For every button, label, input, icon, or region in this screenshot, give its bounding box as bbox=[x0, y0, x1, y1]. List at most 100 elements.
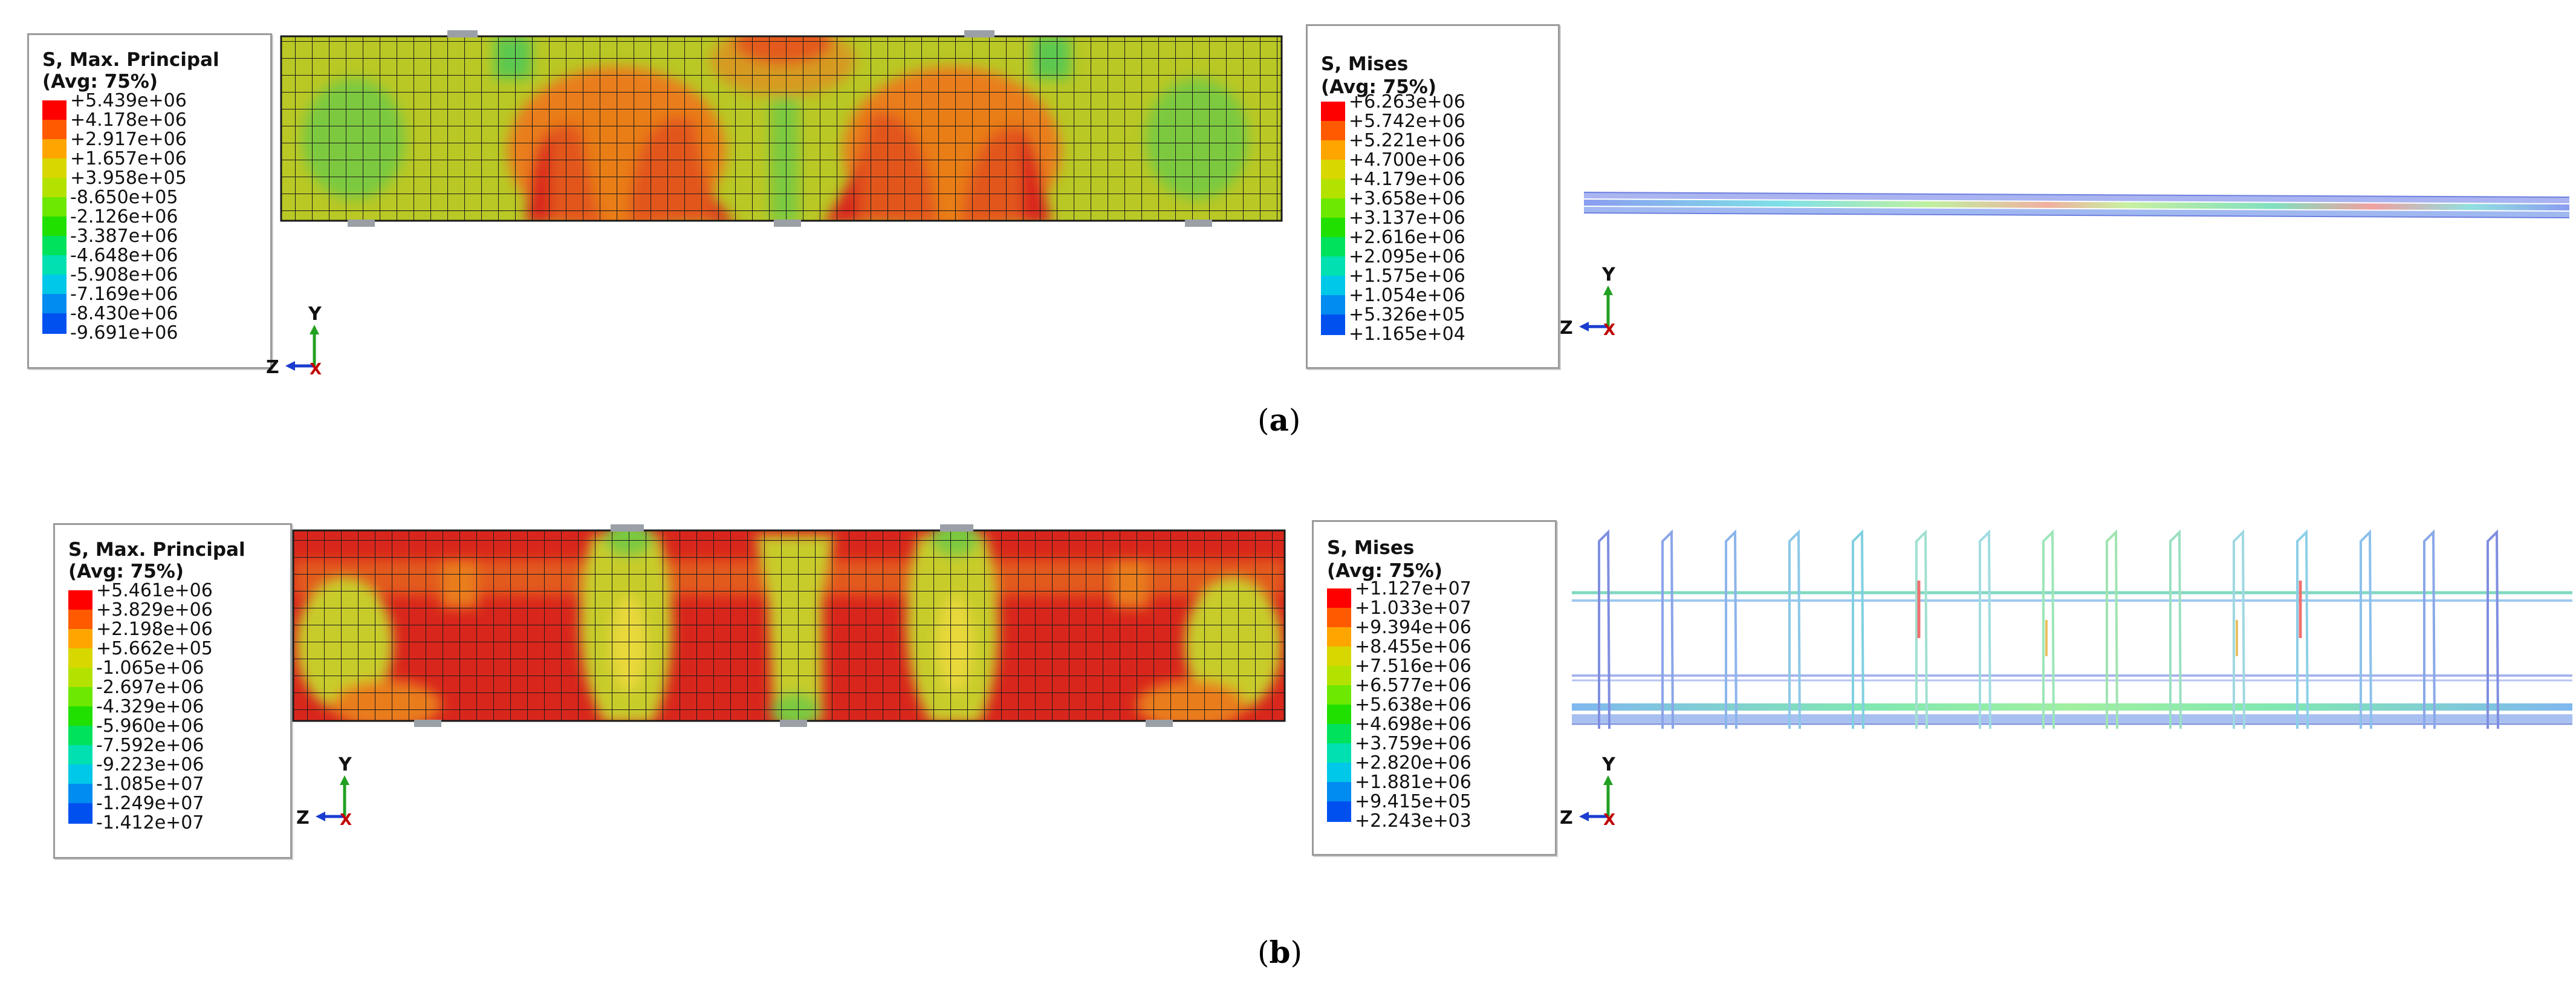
legend-swatch bbox=[68, 629, 92, 650]
legend-row bbox=[1321, 102, 1345, 122]
legend-subtitle: (Avg: 75%) bbox=[42, 71, 158, 93]
legend-row bbox=[68, 726, 92, 746]
legend-value: -5.908e+06 bbox=[70, 264, 178, 285]
legend-value: +4.698e+06 bbox=[1355, 714, 1471, 735]
panel-a: S, Max. Principal (Avg: 75%) +5.439e+06 +… bbox=[0, 0, 2576, 472]
legend-swatch bbox=[42, 236, 67, 256]
legend-value: +2.095e+06 bbox=[1349, 246, 1465, 267]
legend-value: +6.577e+06 bbox=[1355, 675, 1471, 696]
legend-row bbox=[42, 313, 67, 334]
axis-triad: Y Z X bbox=[296, 754, 352, 829]
concrete-beam-a bbox=[280, 30, 1283, 227]
legend-row bbox=[1327, 801, 1351, 822]
legend-swatch bbox=[1321, 314, 1345, 335]
legend-swatch bbox=[68, 610, 92, 630]
legend-value: +1.575e+06 bbox=[1349, 266, 1465, 287]
svg-text:Y: Y bbox=[338, 754, 352, 775]
legend-row bbox=[1327, 588, 1351, 609]
legend-swatch bbox=[42, 294, 67, 314]
legend-value: +6.263e+06 bbox=[1349, 91, 1465, 112]
legend-row bbox=[1327, 627, 1351, 648]
legend-value: +1.657e+06 bbox=[70, 148, 187, 169]
legend-title: S, Max. Principal bbox=[42, 49, 219, 71]
legend-value: +2.616e+06 bbox=[1349, 227, 1465, 248]
legend-row bbox=[1321, 237, 1345, 258]
legend-swatch bbox=[1327, 782, 1351, 803]
legend-value: +1.054e+06 bbox=[1349, 285, 1465, 306]
legend-value: +3.137e+06 bbox=[1349, 207, 1465, 229]
legend-row bbox=[1321, 198, 1345, 219]
legend-value: -1.249e+07 bbox=[96, 793, 204, 814]
legend-value: -1.085e+07 bbox=[96, 774, 204, 795]
axis-triad: Y Z X bbox=[1560, 754, 1616, 829]
legend-swatch bbox=[1327, 801, 1351, 822]
legend-value: +3.829e+06 bbox=[96, 599, 213, 621]
legend-swatch bbox=[1321, 256, 1345, 277]
legend-row bbox=[1321, 160, 1345, 180]
legend-row bbox=[42, 294, 67, 314]
svg-text:Y: Y bbox=[1601, 264, 1616, 285]
legend-row bbox=[68, 706, 92, 727]
panel-b: S, Max. Principal (Avg: 75%) +5.461e+06 +… bbox=[0, 484, 2576, 984]
legend-swatch bbox=[1321, 295, 1345, 316]
svg-text:X: X bbox=[310, 360, 322, 379]
legend-row bbox=[68, 823, 92, 843]
legend-value: -9.223e+06 bbox=[96, 754, 204, 775]
legend-row bbox=[1321, 218, 1345, 238]
legend-row bbox=[42, 197, 67, 218]
legend-value: -8.430e+06 bbox=[70, 303, 178, 324]
legend-row bbox=[42, 178, 67, 198]
legend-swatch bbox=[68, 803, 92, 824]
axis-triad: Y Z X bbox=[1560, 264, 1616, 339]
legend-value: +9.415e+05 bbox=[1355, 791, 1471, 812]
legend-value: +1.127e+07 bbox=[1355, 578, 1471, 599]
legend-swatch bbox=[42, 313, 67, 334]
legend-row bbox=[68, 610, 92, 630]
legend-swatch bbox=[68, 745, 92, 766]
legend-swatch bbox=[1327, 647, 1351, 667]
legend-swatch bbox=[42, 197, 67, 218]
legend-row bbox=[1321, 295, 1345, 316]
legend-row bbox=[68, 590, 92, 611]
legend-row bbox=[1321, 314, 1345, 335]
legend-row bbox=[1321, 140, 1345, 161]
legend-value: +7.516e+06 bbox=[1355, 656, 1471, 677]
legend-value: +5.221e+06 bbox=[1349, 130, 1465, 151]
legend-row bbox=[1321, 276, 1345, 296]
legend-swatch bbox=[68, 764, 92, 785]
legend-value: +5.638e+06 bbox=[1355, 694, 1471, 715]
legend-value: -7.592e+06 bbox=[96, 735, 204, 756]
legend-row bbox=[1327, 821, 1351, 841]
legend-swatch bbox=[1327, 666, 1351, 686]
svg-text:Z: Z bbox=[266, 357, 279, 378]
svg-text:Z: Z bbox=[296, 807, 310, 829]
legend-value: +8.455e+06 bbox=[1355, 636, 1471, 657]
legend-value: +5.461e+06 bbox=[96, 580, 213, 601]
legend-row bbox=[1321, 334, 1345, 354]
svg-text:Y: Y bbox=[1601, 754, 1616, 775]
legend-swatch bbox=[68, 668, 92, 688]
legend-value: +9.394e+06 bbox=[1355, 617, 1471, 638]
svg-text:X: X bbox=[1603, 811, 1615, 829]
panel-caption: (b) bbox=[1257, 934, 1302, 970]
legend-row bbox=[1327, 608, 1351, 628]
legend-value: -7.169e+06 bbox=[70, 284, 178, 305]
legend-value: +2.243e+03 bbox=[1355, 810, 1471, 832]
legend-row bbox=[42, 333, 67, 353]
legend-row bbox=[68, 764, 92, 785]
legend-row bbox=[1327, 685, 1351, 706]
legend-value: +4.178e+06 bbox=[70, 109, 187, 131]
legend-row bbox=[1327, 724, 1351, 745]
max-principal-legend: S, Max. Principal (Avg: 75%) +5.461e+06 +… bbox=[53, 523, 292, 859]
legend-swatch bbox=[1327, 705, 1351, 725]
legend-row bbox=[68, 803, 92, 824]
legend-row bbox=[42, 275, 67, 295]
legend-row bbox=[68, 745, 92, 766]
legend-subtitle: (Avg: 75%) bbox=[68, 561, 184, 582]
legend-title: S, Max. Principal bbox=[68, 539, 245, 561]
legend-value: +4.179e+06 bbox=[1349, 169, 1465, 190]
legend-subtitle: (Avg: 75%) bbox=[1321, 76, 1437, 98]
legend-subtitle: (Avg: 75%) bbox=[1327, 560, 1443, 582]
max-principal-legend: S, Max. Principal (Avg: 75%) +5.439e+06 +… bbox=[27, 33, 272, 369]
legend-value: -4.329e+06 bbox=[96, 696, 204, 717]
